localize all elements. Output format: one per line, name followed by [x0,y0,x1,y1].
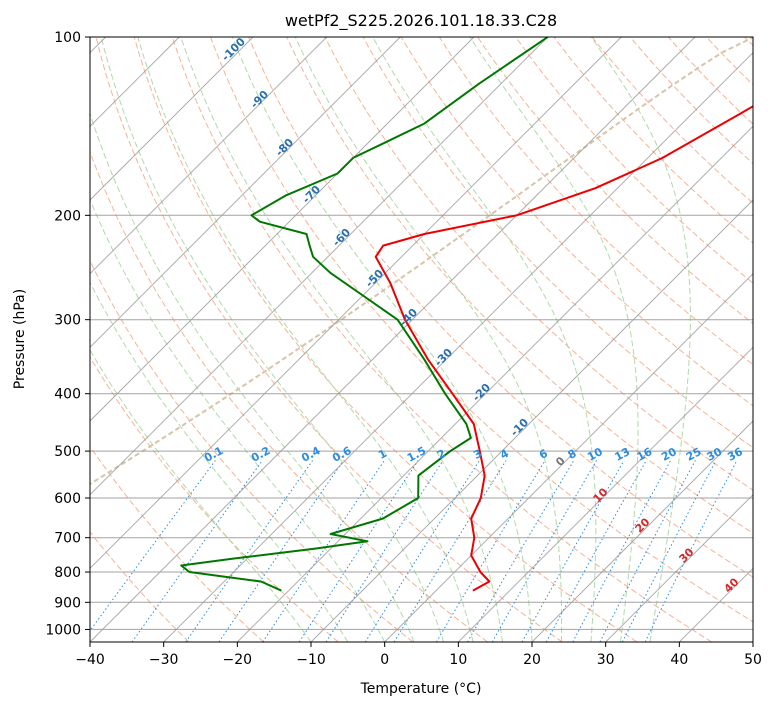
chart-title: wetPf2_S225.2026.101.18.33.C28 [285,11,557,31]
y-tick-label: 200 [54,208,81,224]
mixing-ratio-line [90,460,216,632]
mixing-ratio-line [644,460,738,642]
y-tick-label: 500 [54,444,81,460]
mixing-ratio-label: 36 [725,445,745,464]
dry-adiabat [286,37,753,534]
x-tick-label: −40 [75,652,105,668]
y-tick-label: 900 [54,595,81,611]
y-tick-label: 800 [54,565,81,581]
dry-adiabat [90,531,190,642]
mixing-ratio-label: 10 [585,445,605,464]
saturation-curve [90,37,753,486]
x-tick-label: −30 [149,652,179,668]
grid [90,37,753,642]
dry-adiabat [591,37,753,204]
y-tick-label: 700 [54,531,81,547]
y-axis-label: Pressure (hPa) [12,289,28,389]
isotherm-line [457,346,753,642]
temperature-profile [374,105,753,592]
isotherm-line [90,37,254,201]
isotherm-line [236,125,753,642]
background-lines [90,37,753,642]
y-tick-label: 100 [54,30,81,46]
plot-background [90,37,753,642]
x-tick-label: 40 [670,652,688,668]
dry-adiabat [90,259,414,642]
isotherm-line [90,37,696,642]
mixing-ratio-line [491,460,598,642]
moist-adiabat [100,37,445,642]
y-tick-label: 1000 [45,622,81,638]
isotherm-line [90,37,401,349]
dry-adiabat [400,37,753,407]
mixing-ratio-label: 16 [635,445,655,464]
dry-adiabat [90,150,488,642]
isotherm-line [90,37,549,496]
dewpoint-profile [180,37,549,592]
moist-adiabat [294,37,563,642]
x-tick-label: 50 [744,652,762,668]
x-tick-label: −20 [223,652,253,668]
x-tick-label: 20 [523,652,541,668]
mixing-ratio-line [435,460,546,642]
isotherm-line [310,199,753,642]
isotherm-line [90,37,328,275]
dry-adiabat [133,37,638,642]
mixing-ratio-line [185,460,314,642]
x-tick-label: −10 [296,652,326,668]
y-tick-label: 300 [54,313,81,329]
dry-adiabat [248,37,753,578]
mixing-ratio-line [298,460,419,642]
moist-adiabat [90,349,312,642]
dry-adiabat [477,37,753,325]
moist-adiabat [180,37,503,642]
isotherm-line [605,493,753,642]
isotherm-line [752,641,753,642]
mixing-ratio-line [521,460,625,642]
y-axis: 100 200 300 400 500 600 700 800 900 1000 [45,30,90,638]
mixing-ratio-line [545,460,647,642]
x-axis: −40 −30 −20 −10 0 10 20 30 40 50 [75,642,762,668]
x-tick-label: 0 [380,652,389,668]
mixing-ratio-line [131,460,263,642]
y-tick-label: 600 [54,491,81,507]
isotherm-line [90,37,475,422]
dry-adiabat [324,37,753,491]
x-axis-label: Temperature (°C) [360,681,482,697]
moist-adiabat [372,37,597,642]
y-tick-label: 400 [54,387,81,403]
mixing-ratio-line [467,460,575,642]
dry-adiabat [629,37,753,165]
dry-adiabat [553,37,753,244]
moist-adiabat [231,37,533,642]
series-lines [180,37,753,592]
isotherm-line [90,37,622,570]
moist-adiabat [590,37,691,642]
dry-adiabat [438,37,753,366]
isotherm-line [384,272,753,642]
mixing-ratio-line [218,460,344,642]
moist-adiabat [90,198,386,642]
isotherm-line [531,420,753,642]
isotherm-line [163,51,753,642]
moist-adiabat [90,111,415,642]
moist-adiabat [90,281,349,642]
mixing-ratio-label: 13 [613,445,633,464]
x-tick-label: 10 [449,652,467,668]
mixing-ratio-label: 30 [705,445,725,464]
moist-adiabat [469,37,639,642]
mixing-ratio-line [262,460,385,642]
moist-adiabat [137,37,474,642]
x-tick-label: 30 [597,652,615,668]
dry-adiabat [95,37,563,642]
mixing-ratio-label: 20 [659,445,679,464]
mixing-ratio-label: 25 [684,445,704,464]
plot-frame [89,36,754,643]
